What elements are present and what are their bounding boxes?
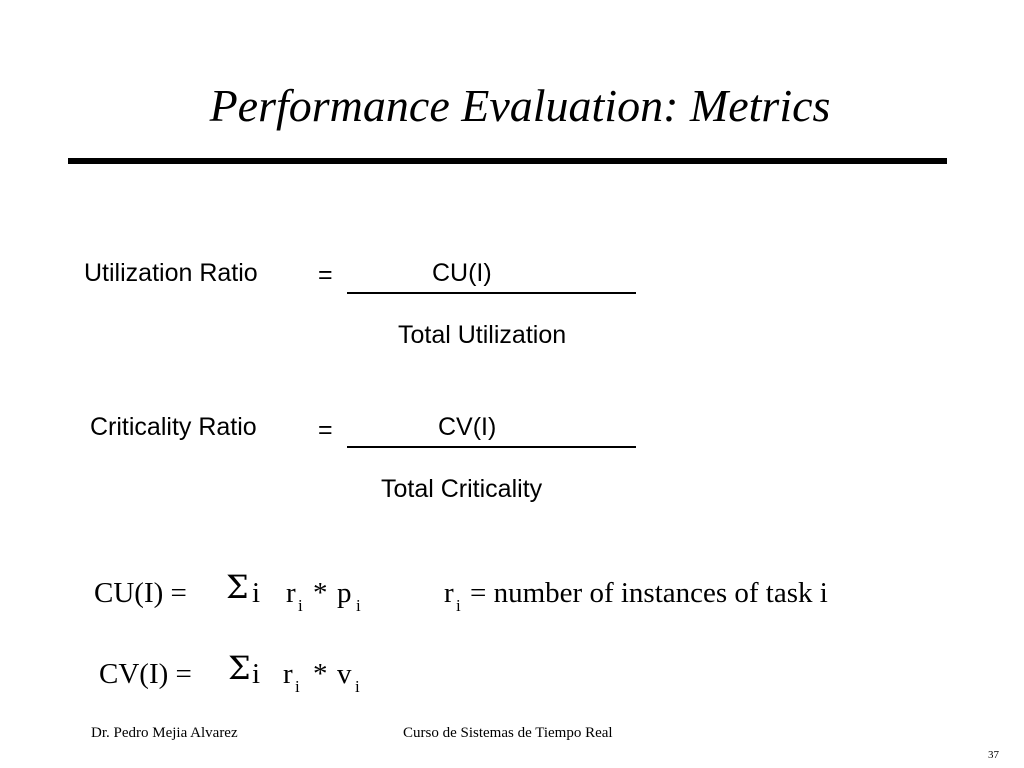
cv-sum-index: i	[252, 658, 261, 690]
page-number: 37	[988, 749, 999, 761]
cu-p-subscript: i	[356, 596, 361, 615]
title-underline	[68, 158, 947, 164]
utilization-numerator: CU(I)	[432, 259, 492, 287]
cu-multiply: *	[313, 577, 328, 609]
utilization-ratio-label: Utilization Ratio	[84, 259, 258, 287]
slide-title: Performance Evaluation: Metrics	[209, 80, 831, 131]
cv-multiply: *	[313, 658, 328, 690]
criticality-ratio-label: Criticality Ratio	[90, 413, 257, 441]
criticality-numerator: CV(I)	[438, 413, 497, 441]
definition-r-subscript: i	[456, 596, 461, 615]
cu-p-variable: p	[337, 577, 352, 609]
utilization-fraction-line	[347, 292, 636, 294]
definition-text: = number of instances of task i	[470, 577, 828, 609]
footer-course: Curso de Sistemas de Tiempo Real	[403, 725, 613, 741]
criticality-denominator: Total Criticality	[381, 475, 543, 503]
cu-formula-lhs: CU(I) =	[94, 577, 187, 609]
cv-sigma-symbol: Σ	[228, 649, 251, 687]
cv-r-subscript: i	[295, 677, 300, 696]
cu-sum-index: i	[252, 577, 261, 609]
footer-author: Dr. Pedro Mejia Alvarez	[91, 725, 238, 741]
definition-r-variable: r	[444, 577, 454, 609]
cv-v-variable: v	[337, 658, 352, 690]
criticality-equals: =	[318, 416, 333, 444]
cv-formula-lhs: CV(I) =	[99, 658, 192, 690]
cu-r-subscript: i	[298, 596, 303, 615]
cv-r-variable: r	[283, 658, 293, 690]
utilization-denominator: Total Utilization	[398, 321, 567, 349]
cv-v-subscript: i	[355, 677, 360, 696]
criticality-fraction-line	[347, 446, 636, 448]
cu-r-variable: r	[286, 577, 296, 609]
cu-sigma-symbol: Σ	[226, 568, 249, 606]
utilization-equals: =	[318, 261, 333, 289]
